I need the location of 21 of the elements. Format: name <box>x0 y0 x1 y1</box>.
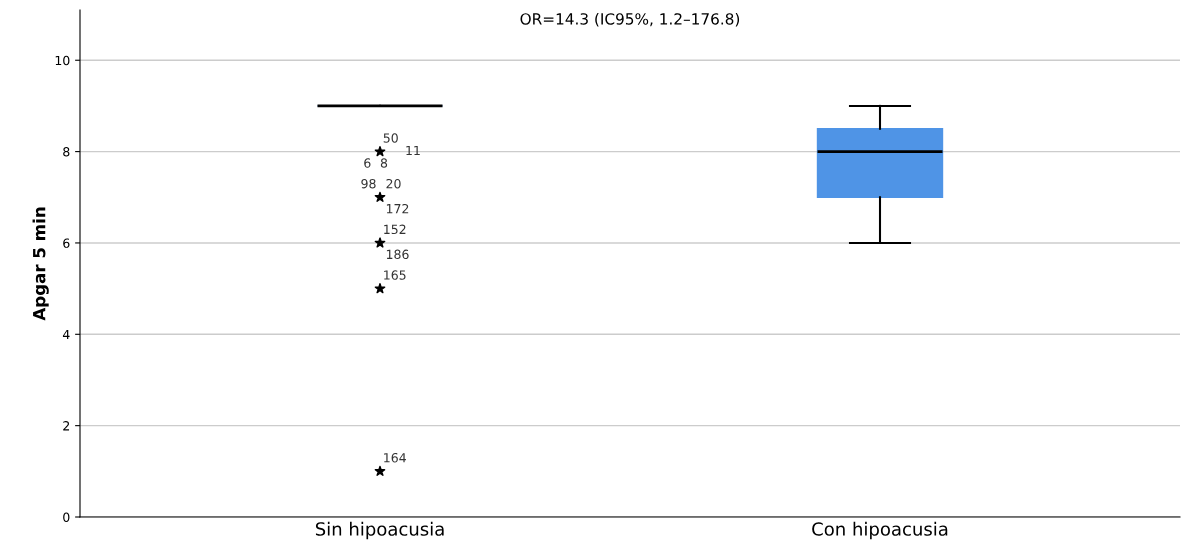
annotation: 20 <box>386 178 401 189</box>
annotation: 152 <box>384 224 406 235</box>
annotation: 165 <box>384 270 406 280</box>
x-tick-label: Sin hipoacusia <box>315 521 444 540</box>
annotation: 164 <box>384 453 406 463</box>
annotation: 8 <box>380 158 388 168</box>
y-tick-label: 4 <box>62 329 70 340</box>
annotation: 6 <box>364 158 371 168</box>
y-tick-label: 0 <box>63 512 70 522</box>
annotation: 50 <box>383 133 398 143</box>
x-tick-label: Con hipoacusia <box>812 521 948 540</box>
y-axis-title: Apgar 5 min <box>32 207 49 321</box>
annotation: 11 <box>406 145 420 156</box>
y-tick-label: 2 <box>63 421 70 431</box>
annotation: 98 <box>361 178 376 189</box>
annotation: 186 <box>386 249 409 260</box>
y-tick-label: 6 <box>63 238 70 248</box>
annotation: 172 <box>386 203 409 214</box>
chart-title: OR=14.3 (IC95%, 1.2–176.8) <box>520 12 740 27</box>
y-tick-label: 10 <box>55 55 70 66</box>
y-tick-label: 8 <box>63 147 70 157</box>
